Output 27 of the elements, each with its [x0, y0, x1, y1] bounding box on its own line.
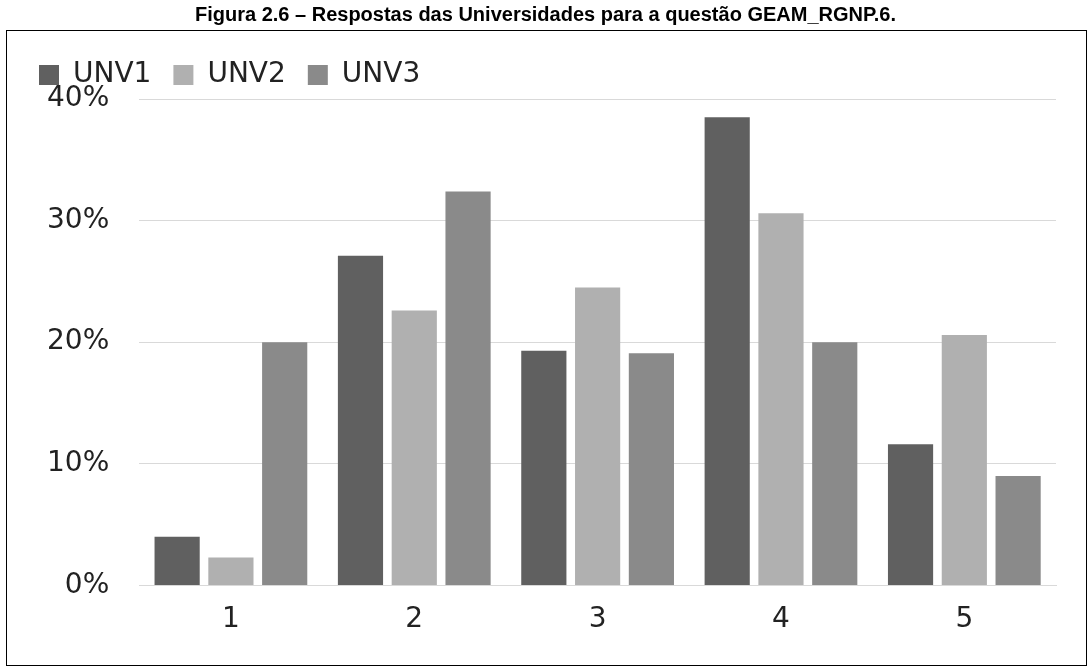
x-tick-label: 2 — [405, 601, 424, 635]
x-tick-label: 1 — [222, 601, 240, 635]
bar — [812, 342, 858, 585]
y-tick-label: 30% — [47, 201, 110, 235]
bar — [758, 213, 804, 585]
bar — [995, 475, 1041, 585]
y-tick-label: 20% — [47, 323, 110, 357]
bar — [445, 191, 491, 585]
bar — [208, 557, 254, 585]
bar — [521, 350, 567, 585]
bar — [887, 444, 934, 585]
chart-title: Figura 2.6 – Respostas das Universidades para a questão GEAM_RGNP.6. — [194, 2, 897, 27]
y-tick-label: 10% — [47, 445, 110, 479]
legend-label: UNV3 — [341, 56, 421, 90]
bar — [704, 117, 750, 585]
bar — [337, 255, 384, 585]
bar — [391, 310, 437, 585]
bar — [575, 287, 621, 585]
bar — [262, 342, 308, 585]
bar — [154, 536, 200, 585]
y-tick-label: 0% — [64, 566, 110, 600]
x-tick-label: 5 — [955, 601, 974, 635]
bar — [628, 353, 674, 585]
legend-label: UNV2 — [207, 56, 286, 90]
x-tick-label: 4 — [772, 601, 790, 635]
bar — [941, 334, 987, 585]
x-tick-label: 3 — [588, 601, 607, 635]
